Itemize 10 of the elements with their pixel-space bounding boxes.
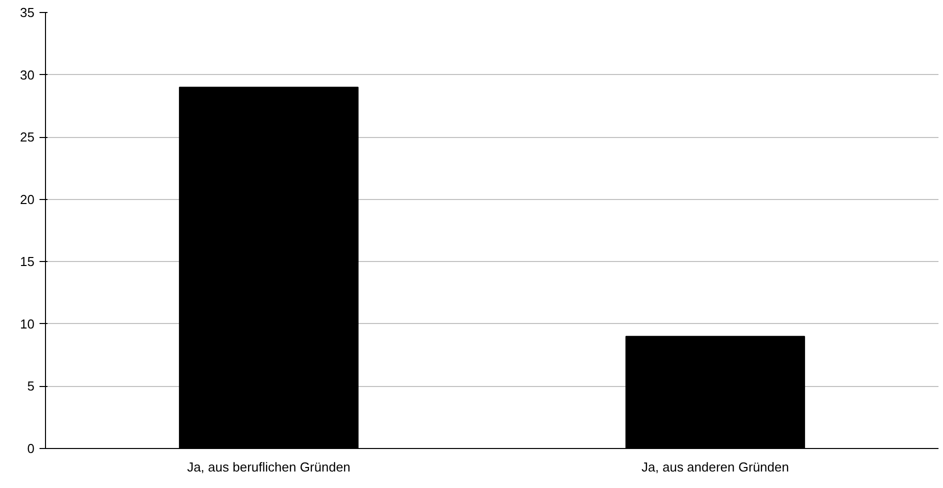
y-tick-label: 25 (20, 130, 35, 145)
x-tick-label: Ja, aus beruflichen Gründen (187, 460, 350, 474)
y-tick-label: 35 (20, 5, 35, 20)
y-tick-label: 30 (20, 67, 35, 82)
y-tick-label: 5 (27, 378, 35, 394)
y-tick-label: 15 (20, 254, 35, 270)
y-tick-label: 0 (27, 441, 35, 456)
x-tick-label: Ja, aus anderen Gründen (642, 460, 789, 474)
y-tick-label: 20 (20, 192, 35, 207)
y-tick-label: 10 (20, 316, 35, 332)
